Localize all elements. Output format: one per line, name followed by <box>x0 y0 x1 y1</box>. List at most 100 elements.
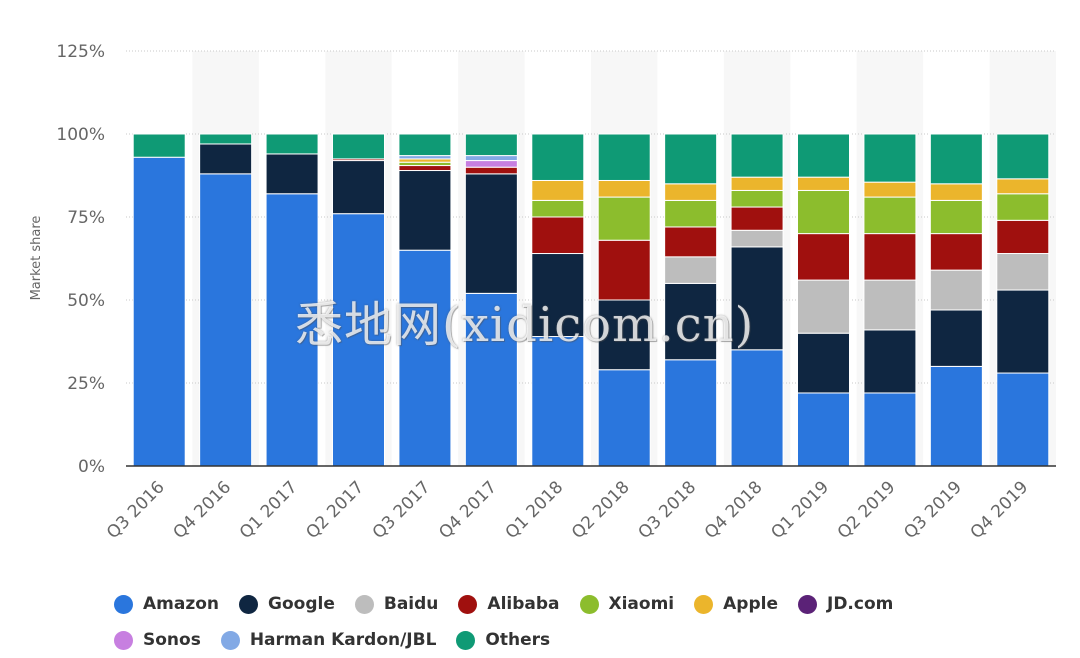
bar-segment[interactable] <box>730 349 784 467</box>
bar-segment[interactable] <box>730 176 784 191</box>
bar-segment[interactable] <box>797 392 850 467</box>
bar-segment[interactable] <box>597 179 651 198</box>
bar-segment[interactable] <box>863 329 917 394</box>
legend-item[interactable]: Harman Kardon/JBL <box>220 622 436 658</box>
bar-segment[interactable] <box>996 372 1050 467</box>
bar-segment[interactable] <box>464 133 518 157</box>
bar-segment[interactable] <box>664 226 718 258</box>
bar-segment[interactable] <box>464 292 518 467</box>
legend-item[interactable]: Apple <box>694 586 778 622</box>
bar-segment[interactable] <box>398 249 452 467</box>
bar-segment[interactable] <box>332 213 385 467</box>
bar-segment[interactable] <box>531 179 585 201</box>
legend-item[interactable]: Alibaba <box>458 586 560 622</box>
bar-segment[interactable] <box>863 233 917 281</box>
bar-segment[interactable] <box>664 133 718 185</box>
bar-segment[interactable] <box>597 196 651 241</box>
bar-segment[interactable] <box>332 133 385 160</box>
bar-segment[interactable] <box>531 216 585 255</box>
x-tick-label: Q1 2019 <box>767 477 833 543</box>
bar-segment[interactable] <box>730 189 784 208</box>
bar-segment[interactable] <box>531 133 585 181</box>
bar-segment[interactable] <box>398 133 452 157</box>
bar-segment[interactable] <box>464 166 518 175</box>
bar-segment[interactable] <box>929 365 983 467</box>
bar-segment[interactable] <box>664 183 718 201</box>
bar-segment[interactable] <box>265 133 319 155</box>
bar-segment[interactable] <box>597 133 651 181</box>
x-tick-label: Q2 2018 <box>568 477 634 543</box>
bar-segment[interactable] <box>996 219 1050 255</box>
bar-segment[interactable] <box>929 233 983 271</box>
legend-item[interactable]: Amazon <box>114 586 219 622</box>
bar-segment[interactable] <box>531 253 585 338</box>
bar-segment[interactable] <box>863 196 917 235</box>
bar-segment[interactable] <box>929 183 983 201</box>
legend-item[interactable]: Xiaomi <box>579 586 675 622</box>
bar-segment[interactable] <box>863 133 917 183</box>
bar-segment[interactable] <box>996 253 1050 291</box>
bar-segment[interactable] <box>199 143 253 175</box>
bar-segment[interactable] <box>929 199 983 235</box>
bar-segment[interactable] <box>730 133 784 178</box>
bar-segment[interactable] <box>664 282 718 361</box>
legend-label: Xiaomi <box>608 594 675 614</box>
bar-segment[interactable] <box>929 133 983 185</box>
bar-segment[interactable] <box>863 181 917 198</box>
legend-item[interactable]: Google <box>239 586 335 622</box>
bar-segment[interactable] <box>597 369 651 467</box>
bar-segment[interactable] <box>996 289 1050 374</box>
bar-segment[interactable] <box>797 176 850 191</box>
legend-swatch <box>114 630 133 650</box>
bar-segment[interactable] <box>132 133 186 158</box>
legend-label: Google <box>268 594 335 614</box>
legend-item[interactable]: Others <box>456 622 550 658</box>
bar-segment[interactable] <box>265 193 319 467</box>
bar-segment[interactable] <box>597 239 651 301</box>
bar-segment[interactable] <box>797 189 850 235</box>
legend-swatch <box>114 594 133 614</box>
bar-segment[interactable] <box>797 133 850 178</box>
legend-swatch <box>458 594 478 614</box>
bar-segment[interactable] <box>664 256 718 284</box>
bar-segment[interactable] <box>797 233 850 281</box>
bar-segment[interactable] <box>863 279 917 331</box>
bar-segment[interactable] <box>730 206 784 231</box>
y-tick-labels: 0% 25% 50% 75% 100% 125% <box>56 42 105 477</box>
bar-segment[interactable] <box>464 160 518 168</box>
legend-item[interactable]: Baidu <box>354 586 438 622</box>
legend-item[interactable]: JD.com <box>798 586 893 622</box>
legend-label: Alibaba <box>487 594 560 614</box>
y-tick-label: 125% <box>56 42 105 62</box>
bar-segment[interactable] <box>730 246 784 351</box>
bar-segment[interactable] <box>531 199 585 218</box>
bar-segment[interactable] <box>664 199 718 228</box>
bar-segment[interactable] <box>996 178 1050 195</box>
bar-segment[interactable] <box>664 359 718 467</box>
bar-segment[interactable] <box>797 332 850 394</box>
x-tick-label: Q3 2018 <box>635 477 701 543</box>
bar-segment[interactable] <box>398 170 452 251</box>
legend-swatch <box>220 630 240 650</box>
bar-segment[interactable] <box>199 133 253 145</box>
bar-segment[interactable] <box>464 155 518 162</box>
bar-segment[interactable] <box>730 229 784 248</box>
bar-segment[interactable] <box>398 165 452 172</box>
bar-segment[interactable] <box>464 173 518 294</box>
legend-swatch <box>694 594 714 614</box>
bar-segment[interactable] <box>996 133 1050 180</box>
x-tick-label: Q4 2018 <box>701 477 767 543</box>
legend-label: Apple <box>723 594 778 614</box>
bar-segment[interactable] <box>797 279 850 334</box>
bar-segment[interactable] <box>996 193 1050 221</box>
bar-segment[interactable] <box>531 336 585 467</box>
bar-segment[interactable] <box>332 160 385 215</box>
bar-segment[interactable] <box>199 173 253 467</box>
bar-segment[interactable] <box>929 269 983 311</box>
bar-segment[interactable] <box>132 156 186 467</box>
bar-segment[interactable] <box>265 153 319 195</box>
legend-item[interactable]: Sonos <box>114 622 201 658</box>
bar-segment[interactable] <box>863 392 917 467</box>
bar-segment[interactable] <box>929 309 983 367</box>
bar-segment[interactable] <box>597 299 651 371</box>
